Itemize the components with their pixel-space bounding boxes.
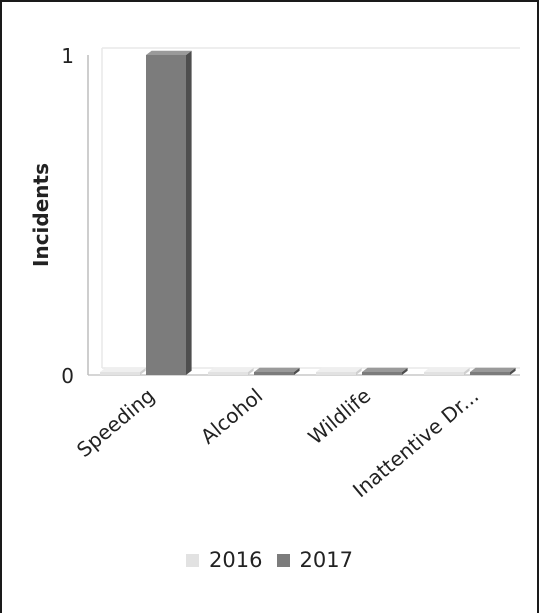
x-category-label: Speeding	[72, 383, 159, 462]
axes: Incidents 0 1	[29, 44, 520, 388]
bar-front	[146, 55, 186, 375]
bar-front	[208, 372, 248, 375]
bar-top	[100, 367, 146, 372]
bar-side	[186, 50, 192, 376]
bar-side	[140, 367, 146, 375]
legend-swatch-2017	[276, 553, 290, 567]
bar-front	[424, 372, 464, 375]
legend-label-2017: 2017	[299, 548, 353, 572]
bar-front	[100, 372, 140, 375]
bar-side	[356, 367, 362, 375]
y-axis-title: Incidents	[29, 163, 53, 267]
bar-2016-wildlife[interactable]	[316, 367, 362, 375]
bar-top	[208, 367, 254, 372]
y-tick-label: 0	[61, 364, 74, 388]
y-tick-label: 1	[61, 44, 74, 68]
bar-side	[402, 367, 408, 375]
bar-side	[510, 367, 516, 375]
bar-front	[362, 372, 402, 375]
bar-top	[146, 50, 192, 55]
bar-top	[424, 367, 470, 372]
bar-front	[316, 372, 356, 375]
legend-item-2016[interactable]: 2016	[186, 548, 263, 572]
legend-swatch-2016	[186, 553, 200, 567]
legend-label-2016: 2016	[209, 548, 263, 572]
x-category-label: Alcohol	[196, 383, 267, 448]
bar-2016-speeding[interactable]	[100, 367, 146, 375]
bar-side	[294, 367, 300, 375]
bar-2017-inattentive-dr[interactable]	[470, 367, 516, 375]
bar-side	[464, 367, 470, 375]
bar-front	[254, 372, 294, 375]
bar-top	[254, 367, 300, 372]
legend-item-2017[interactable]: 2017	[276, 548, 353, 572]
bar-front	[470, 372, 510, 375]
bar-2016-inattentive-dr[interactable]	[424, 367, 470, 375]
bar-side	[248, 367, 254, 375]
bars	[100, 50, 516, 376]
bar-top	[470, 367, 516, 372]
bar-2017-wildlife[interactable]	[362, 367, 408, 375]
bar-2017-alcohol[interactable]	[254, 367, 300, 375]
bar-top	[316, 367, 362, 372]
bar-2016-alcohol[interactable]	[208, 367, 254, 375]
x-category-label: Wildlife	[303, 383, 375, 449]
legend: 2016 2017	[0, 548, 539, 572]
bar-top	[362, 367, 408, 372]
bar-2017-speeding[interactable]	[146, 50, 192, 376]
